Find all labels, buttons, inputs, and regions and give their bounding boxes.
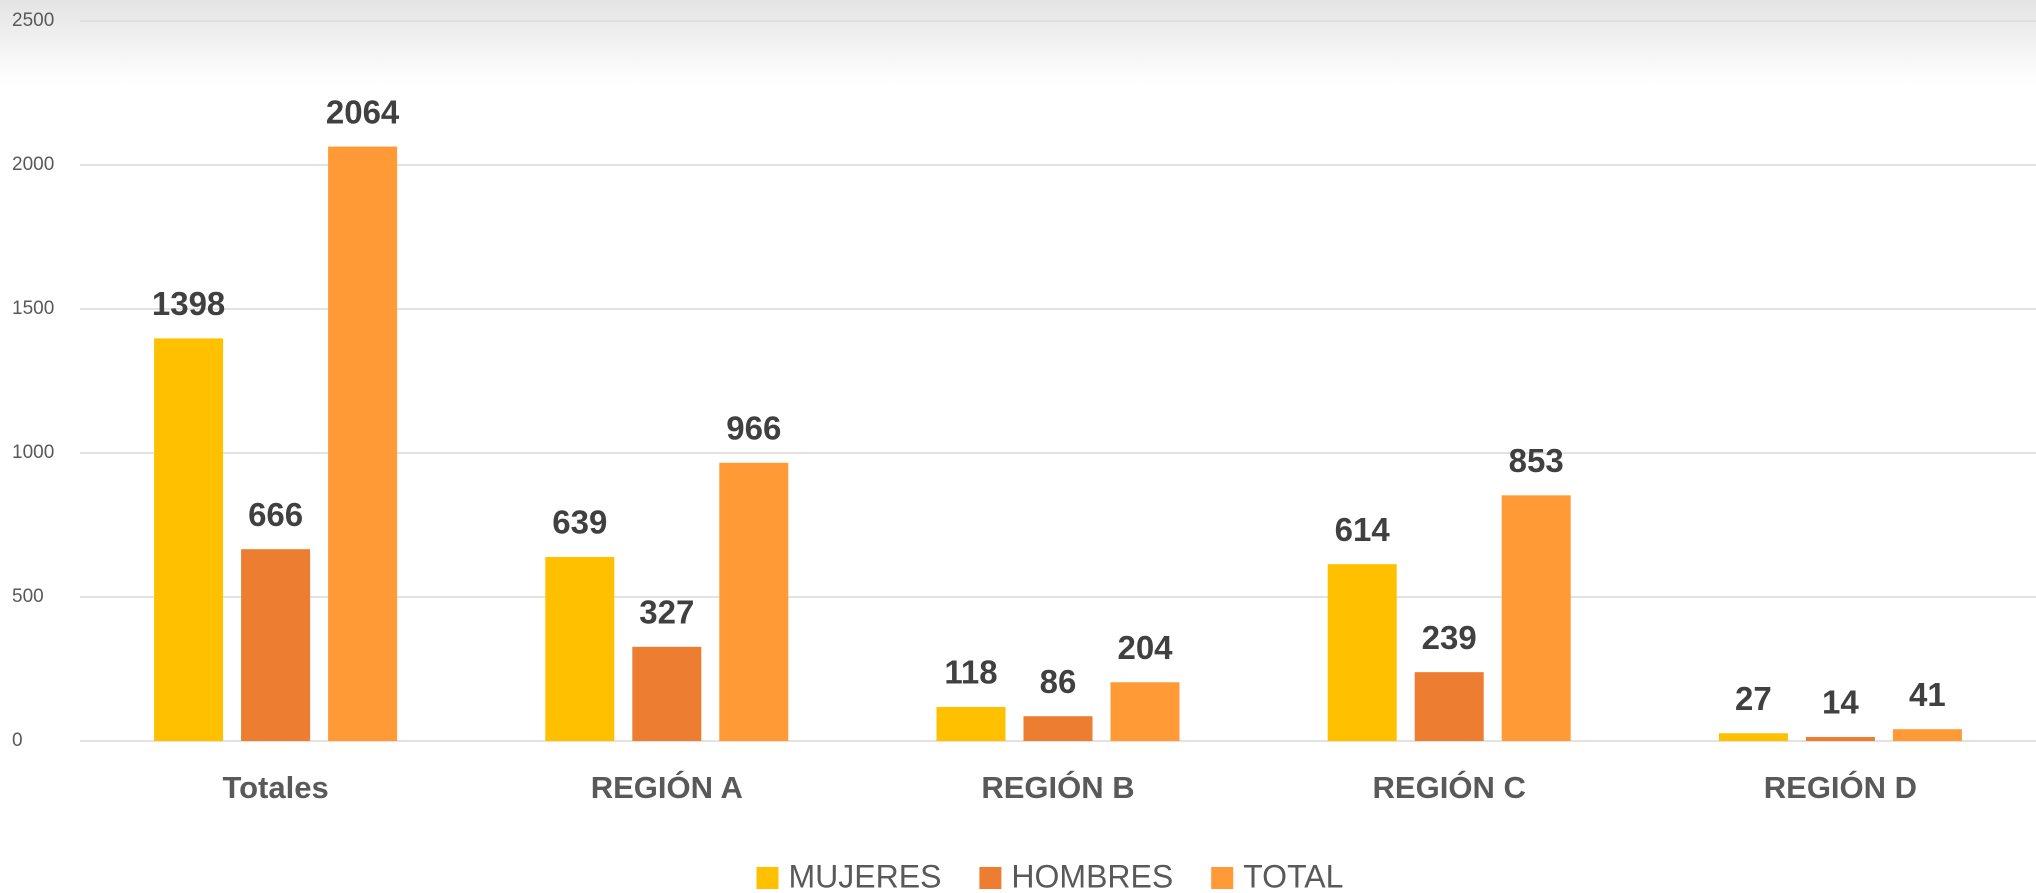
bar [1805,736,1875,741]
data-label: 204 [1117,629,1173,666]
x-tick-label: Totales [222,770,328,805]
bar [719,462,789,741]
legend-label: HOMBRES [1011,858,1173,893]
bar [1023,716,1093,741]
legend-label: TOTAL [1243,858,1343,893]
legend-label: MUJERES [789,858,942,893]
data-label: 853 [1509,442,1564,479]
data-label: 27 [1735,680,1772,717]
bar [154,338,224,741]
bar [1892,729,1962,741]
y-tick-label: 1000 [12,442,54,463]
data-label: 239 [1422,619,1477,656]
data-label: 86 [1040,663,1077,700]
bar [545,556,615,741]
legend-swatch [756,867,779,889]
background-fade [0,0,2036,85]
bar [936,707,1006,741]
bar [1414,672,1484,741]
bar [328,146,398,741]
bar [1327,564,1397,741]
x-tick-label: REGIÓN D [1764,769,1917,805]
data-label: 2064 [326,93,400,130]
x-tick-label: REGIÓN A [591,769,743,805]
data-label: 1398 [152,285,225,322]
bar [241,549,311,741]
y-tick-label: 2500 [12,10,54,31]
bar [1501,495,1571,741]
legend-swatch [1211,867,1234,889]
y-tick-label: 0 [12,730,23,751]
x-tick-label: REGIÓN B [981,769,1134,805]
data-label: 41 [1909,676,1946,713]
y-tick-label: 1500 [12,298,54,319]
y-tick-label: 500 [12,586,44,607]
data-label: 614 [1335,511,1391,548]
bar [1718,733,1788,741]
data-label: 639 [552,504,607,541]
bar [1110,682,1180,741]
x-tick-label: REGIÓN C [1373,769,1526,805]
data-label: 14 [1822,684,1859,721]
data-label: 666 [248,496,303,533]
data-label: 327 [639,594,694,631]
legend-swatch [979,867,1002,889]
bar [632,646,702,741]
y-tick-label: 2000 [12,154,54,175]
data-label: 966 [726,410,781,447]
data-label: 118 [944,654,997,691]
